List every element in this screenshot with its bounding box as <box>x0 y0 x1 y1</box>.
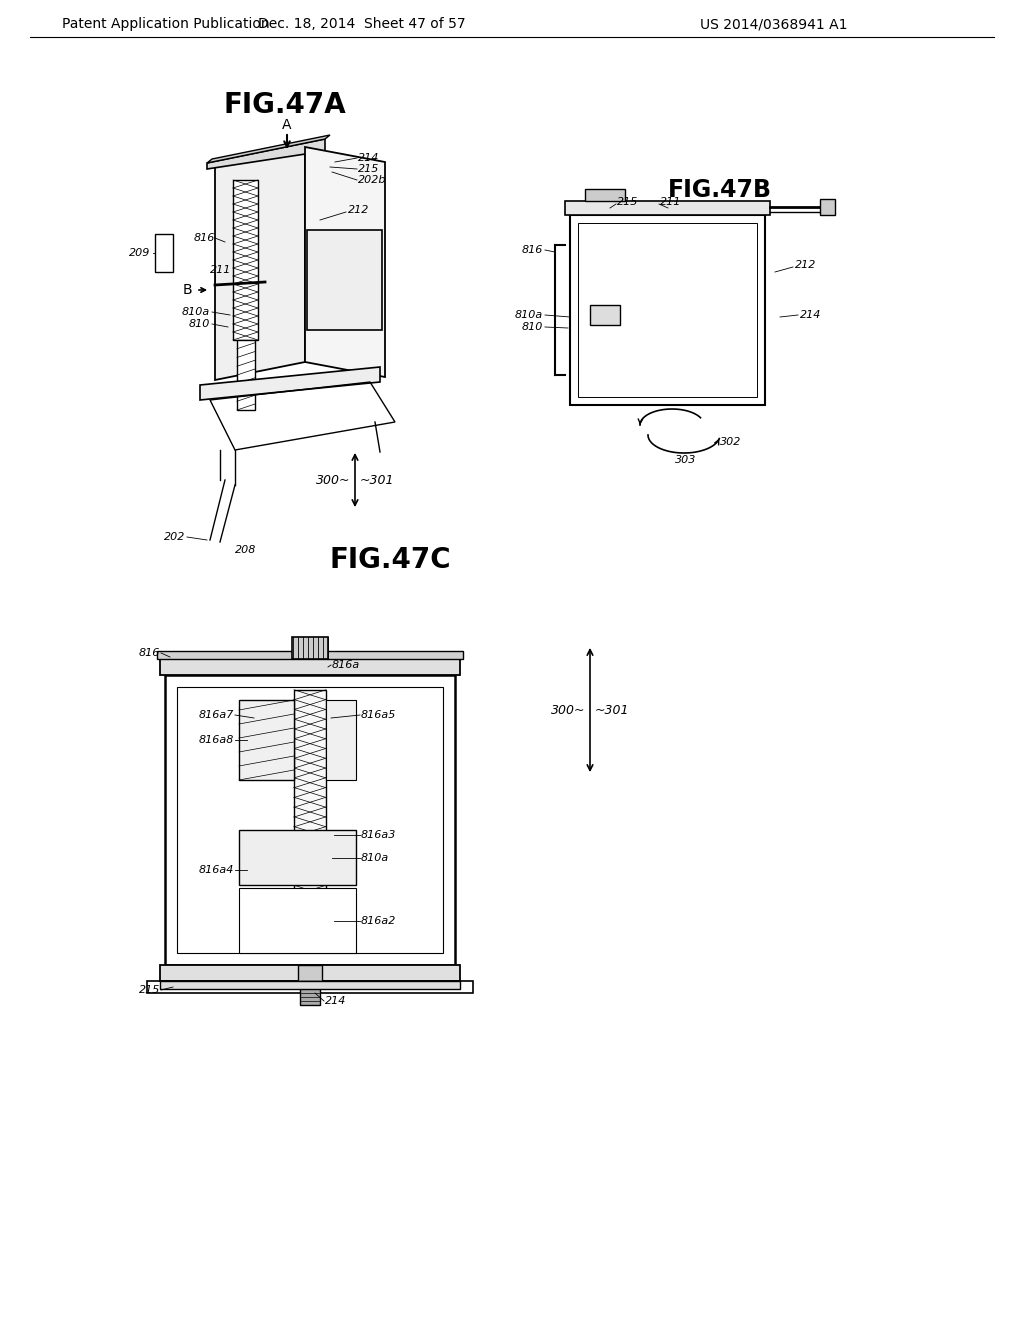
Bar <box>177 686 443 953</box>
Text: 816a3: 816a3 <box>361 830 396 840</box>
Circle shape <box>656 309 668 321</box>
Text: 300~: 300~ <box>551 704 585 717</box>
Text: FIG.47B: FIG.47B <box>668 178 772 202</box>
Text: 215: 215 <box>138 985 160 995</box>
Bar <box>233 180 258 341</box>
Text: 810a: 810a <box>361 853 389 863</box>
Text: Dec. 18, 2014  Sheet 47 of 57: Dec. 18, 2014 Sheet 47 of 57 <box>258 17 466 30</box>
Text: ~301: ~301 <box>595 704 630 717</box>
Text: 212: 212 <box>348 205 370 215</box>
Text: 202b: 202b <box>358 176 386 185</box>
Bar <box>239 888 356 953</box>
Text: 816a8: 816a8 <box>199 735 234 744</box>
Text: B: B <box>182 282 193 297</box>
Text: 303: 303 <box>675 455 696 465</box>
Text: 816a4: 816a4 <box>199 865 234 875</box>
Text: 214: 214 <box>358 153 379 162</box>
Text: 302: 302 <box>720 437 741 447</box>
Bar <box>578 223 757 397</box>
Text: 215: 215 <box>617 197 638 207</box>
Text: A: A <box>283 117 292 132</box>
Bar <box>165 675 455 965</box>
Text: 214: 214 <box>325 997 346 1006</box>
Text: US 2014/0368941 A1: US 2014/0368941 A1 <box>700 17 848 30</box>
Bar <box>160 981 460 989</box>
Text: 212: 212 <box>795 260 816 271</box>
Bar <box>307 230 382 330</box>
Text: 300~: 300~ <box>315 474 350 487</box>
Text: 215: 215 <box>358 164 379 174</box>
Text: 209: 209 <box>129 248 150 257</box>
Bar <box>292 638 328 659</box>
Text: 810a: 810a <box>515 310 543 319</box>
Text: 816a7: 816a7 <box>199 710 234 719</box>
Bar <box>590 305 620 325</box>
Text: 211: 211 <box>660 197 681 207</box>
Circle shape <box>341 277 347 282</box>
Text: 202: 202 <box>164 532 185 543</box>
Text: 816a2: 816a2 <box>361 916 396 927</box>
Text: FIG.47C: FIG.47C <box>329 546 451 574</box>
Polygon shape <box>305 147 385 378</box>
Text: 816a: 816a <box>332 660 360 671</box>
Text: 214: 214 <box>800 310 821 319</box>
Bar <box>300 981 319 1005</box>
Bar <box>239 700 294 780</box>
Bar <box>298 965 322 981</box>
Text: Patent Application Publication: Patent Application Publication <box>62 17 269 30</box>
Bar <box>147 981 473 993</box>
Text: 208: 208 <box>234 545 256 554</box>
Bar <box>160 659 460 675</box>
Bar <box>326 700 356 780</box>
Text: 816: 816 <box>194 234 215 243</box>
Bar <box>157 651 463 659</box>
Bar <box>570 215 765 405</box>
Text: 211: 211 <box>210 265 231 275</box>
Bar <box>155 234 173 272</box>
Polygon shape <box>207 135 330 162</box>
Text: ~301: ~301 <box>360 474 394 487</box>
Text: 816: 816 <box>138 648 160 657</box>
Text: 810: 810 <box>521 322 543 333</box>
Polygon shape <box>200 367 380 400</box>
Bar <box>237 341 255 411</box>
Text: 816a5: 816a5 <box>361 710 396 719</box>
Bar <box>160 965 460 981</box>
Polygon shape <box>207 139 325 169</box>
Bar <box>294 690 326 906</box>
Bar <box>820 199 835 215</box>
Text: FIG.47A: FIG.47A <box>223 91 346 119</box>
Polygon shape <box>215 147 305 380</box>
Text: 810: 810 <box>188 319 210 329</box>
Bar <box>239 830 356 884</box>
Text: 816: 816 <box>521 246 543 255</box>
Bar <box>585 189 625 201</box>
Bar <box>565 201 770 215</box>
Text: 810a: 810a <box>181 308 210 317</box>
